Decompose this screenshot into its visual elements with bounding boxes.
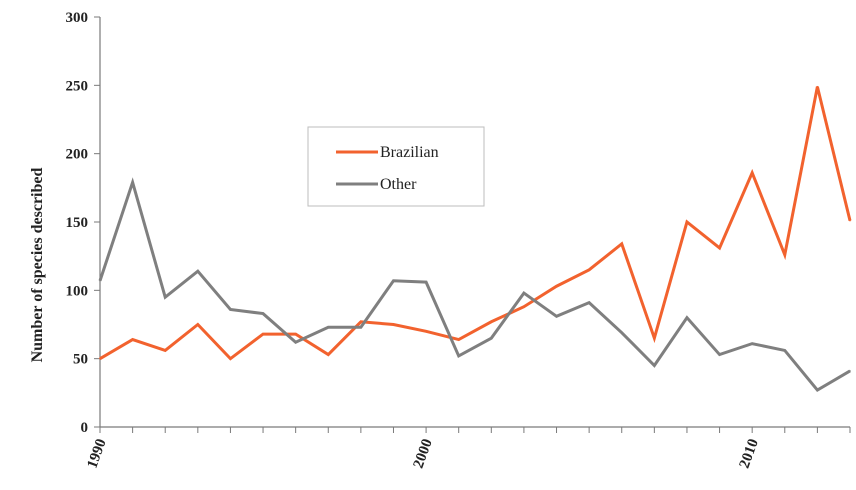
- data-point-brazilian: [751, 172, 753, 174]
- data-point-brazilian: [457, 338, 460, 341]
- data-point-other: [523, 292, 525, 294]
- data-point-brazilian: [816, 85, 819, 88]
- data-point-brazilian: [327, 353, 330, 356]
- data-point-other: [457, 355, 460, 357]
- data-point-brazilian: [523, 305, 525, 308]
- data-point-other: [816, 389, 819, 391]
- data-point-other: [425, 281, 427, 283]
- legend-box: [307, 126, 485, 207]
- data-point-brazilian: [686, 221, 688, 223]
- data-point-brazilian: [99, 357, 101, 360]
- y-tick-label: 150: [66, 215, 89, 231]
- data-point-brazilian: [849, 219, 851, 222]
- data-point-other: [588, 301, 590, 304]
- data-point-brazilian: [131, 338, 134, 341]
- data-point-brazilian: [229, 357, 232, 360]
- data-point-other: [294, 341, 297, 344]
- legend: Brazilian Other: [307, 126, 485, 207]
- axes: [94, 16, 851, 433]
- data-point-other: [164, 296, 167, 298]
- data-point-other: [718, 353, 721, 356]
- series-line-brazilian: [99, 86, 852, 361]
- data-point-other: [229, 308, 232, 311]
- data-point-brazilian: [555, 285, 558, 288]
- data-point-brazilian: [588, 269, 590, 271]
- data-point-other: [262, 312, 264, 315]
- data-point-brazilian: [653, 337, 656, 339]
- series-line-other: [98, 177, 851, 393]
- series-lines: [98, 85, 852, 393]
- data-point-other: [490, 337, 493, 339]
- data-point-other: [783, 349, 786, 352]
- data-point-brazilian: [783, 254, 786, 256]
- x-tick-label: 1990: [84, 437, 109, 471]
- x-tick-label: 2000: [411, 437, 436, 471]
- data-point-other: [555, 315, 558, 318]
- data-point-brazilian: [490, 320, 493, 323]
- data-point-other: [751, 342, 753, 345]
- data-point-brazilian: [620, 243, 623, 245]
- y-tick-label: 200: [66, 147, 89, 163]
- data-point-brazilian: [262, 333, 264, 335]
- y-tick-label: 0: [81, 420, 89, 436]
- data-point-brazilian: [360, 320, 362, 323]
- data-point-brazilian: [718, 247, 721, 249]
- y-tick-label: 300: [66, 10, 89, 26]
- data-point-other: [686, 316, 688, 319]
- y-tick-label: 50: [73, 352, 88, 368]
- y-tick-label: 100: [66, 283, 89, 299]
- data-point-brazilian: [164, 349, 167, 352]
- data-point-brazilian: [197, 323, 199, 326]
- tick-labels: 0 50 100 150 200 250 300 1990 2000 2010: [66, 10, 762, 471]
- data-point-brazilian: [392, 323, 395, 326]
- data-point-other: [131, 181, 134, 184]
- data-point-other: [197, 270, 199, 273]
- data-point-other: [620, 331, 623, 334]
- data-point-other: [392, 279, 395, 282]
- data-point-brazilian: [294, 333, 297, 335]
- y-tick-label: 250: [66, 78, 89, 94]
- data-point-other: [327, 326, 330, 329]
- legend-label-brazilian: Brazilian: [380, 144, 439, 161]
- legend-label-other: Other: [380, 176, 417, 193]
- data-point-brazilian: [425, 330, 427, 333]
- data-point-other: [360, 326, 362, 329]
- y-axis-label: Number of species described: [29, 168, 46, 363]
- data-point-other: [99, 279, 101, 282]
- data-point-other: [653, 364, 656, 367]
- data-point-other: [849, 370, 851, 372]
- x-tick-label: 2010: [737, 437, 762, 471]
